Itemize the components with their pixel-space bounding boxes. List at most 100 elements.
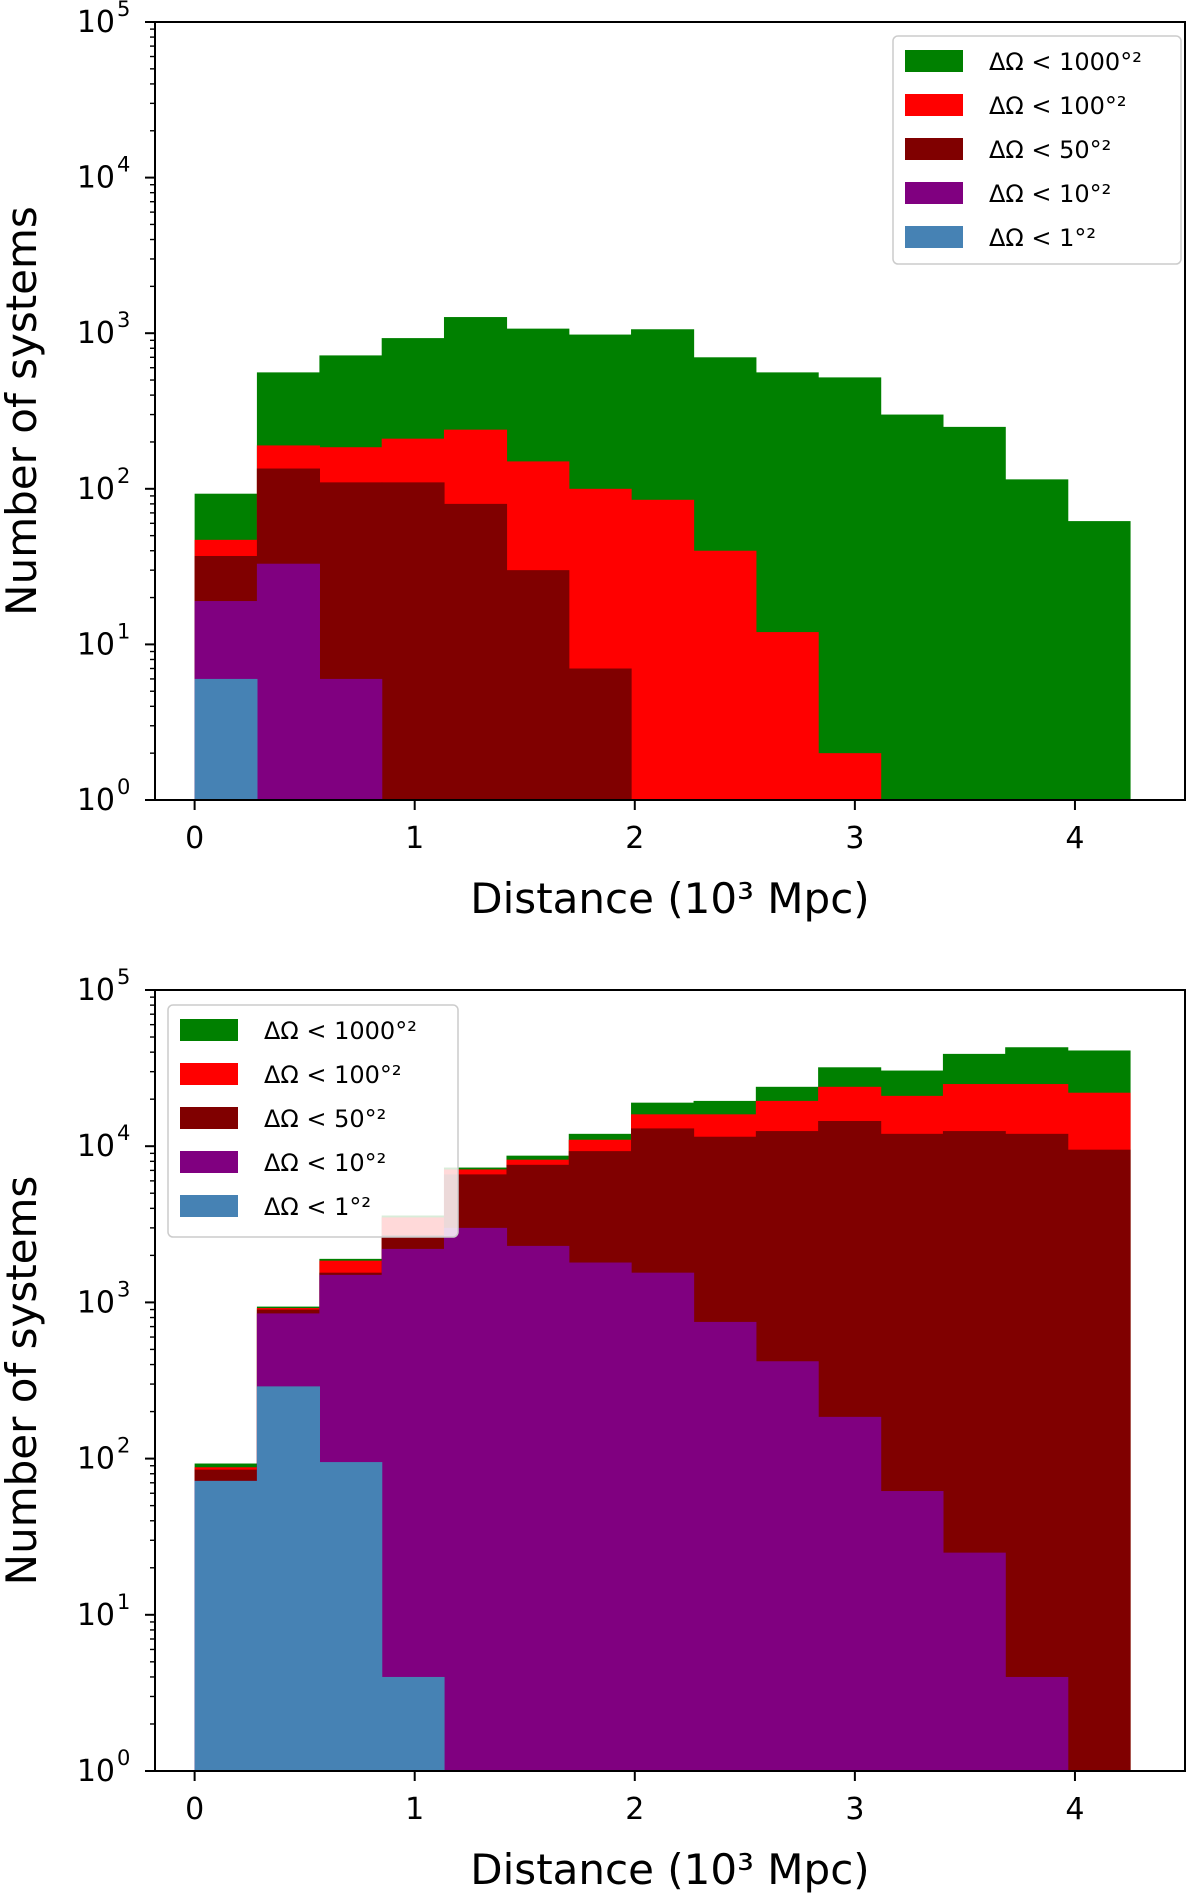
y-tick-label: 10: [77, 161, 115, 196]
legend-swatch: [905, 94, 963, 116]
y-tick-exponent: 3: [117, 1277, 130, 1301]
legend-swatch: [180, 1063, 238, 1085]
y-tick-exponent: 2: [117, 464, 130, 488]
x-tick-label: 4: [1065, 1792, 1084, 1827]
legend-entry: ΔΩ < 100°²: [989, 92, 1127, 120]
x-tick-label: 0: [185, 1792, 204, 1827]
bar-series-4-bin-0: [194, 678, 258, 800]
x-tick-label: 2: [625, 821, 644, 856]
bar-series-3-bin-9: [755, 1361, 819, 1771]
x-tick-label: 1: [405, 1792, 424, 1827]
legend-entry: ΔΩ < 50°²: [989, 136, 1111, 164]
y-tick-label: 10: [77, 973, 115, 1008]
legend-frame: [892, 35, 1182, 265]
legend-frame: [167, 1004, 459, 1238]
y-tick-exponent: 2: [117, 1434, 130, 1458]
bar-series-3-bin-4: [443, 1227, 508, 1771]
y-tick-label: 10: [77, 783, 115, 818]
x-tick-label: 1: [405, 821, 424, 856]
bar-series-1-bin-7: [631, 499, 695, 800]
bar-series-4-bin-1: [256, 1386, 320, 1771]
y-tick-label: 10: [77, 1754, 115, 1789]
y-tick-exponent: 0: [117, 1746, 130, 1770]
y-tick-label: 10: [77, 1129, 115, 1164]
y-tick-exponent: 0: [117, 775, 130, 799]
bar-series-0-bin-10: [818, 377, 882, 800]
x-tick-label: 2: [625, 1792, 644, 1827]
legend-entry: ΔΩ < 1000°²: [264, 1017, 417, 1045]
legend-swatch: [905, 50, 963, 72]
bar-series-1-bin-10: [818, 753, 882, 800]
legend-swatch: [905, 138, 963, 160]
y-tick-label: 10: [77, 1285, 115, 1320]
y-tick-label: 10: [77, 472, 115, 507]
bar-series-3-bin-13: [1005, 1676, 1069, 1771]
y-tick-label: 10: [77, 5, 115, 40]
legend-entry: ΔΩ < 1000°²: [989, 48, 1142, 76]
x-tick-label: 3: [845, 821, 864, 856]
legend: ΔΩ < 1000°² ΔΩ < 100°² ΔΩ < 50°² ΔΩ < 10°² Δ…: [167, 1004, 459, 1238]
bar-series-3-bin-6: [568, 1262, 632, 1771]
x-tick-label: 3: [845, 1792, 864, 1827]
bar-series-1-bin-9: [755, 632, 819, 800]
bar-series-0-bin-11: [880, 414, 944, 800]
y-tick-exponent: 5: [117, 0, 130, 21]
bar-series-2-bin-3: [381, 482, 445, 800]
y-tick-label: 10: [77, 1442, 115, 1477]
bar-series-3-bin-7: [631, 1272, 695, 1771]
legend-swatch: [180, 1151, 238, 1173]
bar-series-3-bin-2: [319, 678, 383, 800]
y-tick-exponent: 4: [117, 1121, 130, 1145]
bar-series-1-bin-8: [693, 550, 757, 800]
legend-entry: ΔΩ < 10°²: [264, 1149, 386, 1177]
legend-swatch: [905, 226, 963, 248]
y-axis-label: Number of systems: [0, 1176, 46, 1586]
bar-series-0-bin-13: [1005, 479, 1069, 800]
legend: ΔΩ < 1000°² ΔΩ < 100°² ΔΩ < 50°² ΔΩ < 10°² Δ…: [892, 35, 1182, 265]
x-axis-label: Distance (10³ Mpc): [470, 1845, 869, 1894]
legend-swatch: [180, 1107, 238, 1129]
bar-series-3-bin-5: [506, 1245, 570, 1771]
bar-series-2-bin-14: [1067, 1149, 1131, 1771]
bar-series-2-bin-6: [568, 668, 632, 800]
bar-series-3-bin-10: [818, 1416, 882, 1771]
legend-swatch: [180, 1195, 238, 1217]
y-tick-label: 10: [77, 627, 115, 662]
bar-series-4-bin-0: [194, 1480, 258, 1771]
y-tick-exponent: 3: [117, 308, 130, 332]
x-axis-label: Distance (10³ Mpc): [470, 874, 869, 923]
x-tick-label: 4: [1065, 821, 1084, 856]
y-tick-exponent: 4: [117, 153, 130, 177]
bar-series-4-bin-3: [381, 1676, 445, 1771]
y-axis-label: Number of systems: [0, 206, 46, 616]
bar-series-0-bin-14: [1067, 521, 1131, 800]
legend-entry: ΔΩ < 100°²: [264, 1061, 402, 1089]
axes-frame: [154, 989, 1186, 1772]
x-tick-label: 0: [185, 821, 204, 856]
y-tick-exponent: 5: [117, 965, 130, 989]
legend-swatch: [905, 182, 963, 204]
histogram-bars: [194, 317, 1131, 800]
legend-entry: ΔΩ < 50°²: [264, 1105, 386, 1133]
legend-swatch: [180, 1019, 238, 1041]
bar-series-3-bin-1: [256, 563, 320, 800]
y-tick-label: 10: [77, 1598, 115, 1633]
bar-series-3-bin-12: [942, 1552, 1006, 1771]
bar-series-2-bin-13: [1005, 1133, 1069, 1771]
bar-series-2-bin-5: [506, 570, 570, 800]
axes-frame: [154, 21, 1186, 801]
bar-series-3-bin-11: [880, 1491, 944, 1771]
legend-entry: ΔΩ < 1°²: [264, 1193, 371, 1221]
legend-entry: ΔΩ < 10°²: [989, 180, 1111, 208]
y-tick-label: 10: [77, 316, 115, 351]
bar-series-3-bin-8: [693, 1321, 757, 1771]
y-tick-exponent: 1: [117, 1590, 130, 1614]
legend-entry: ΔΩ < 1°²: [989, 224, 1096, 252]
bar-series-0-bin-12: [942, 426, 1006, 800]
bar-series-2-bin-4: [443, 503, 508, 800]
y-tick-exponent: 1: [117, 619, 130, 643]
bar-series-4-bin-2: [319, 1462, 383, 1771]
